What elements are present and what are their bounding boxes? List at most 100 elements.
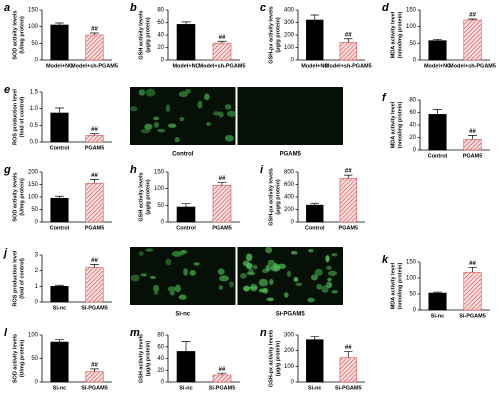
y-tick-label: 100 xyxy=(406,276,417,282)
error-bar xyxy=(217,40,227,44)
bar xyxy=(428,292,447,311)
x-tick-label: Si-PGAM5 xyxy=(81,305,108,311)
bar xyxy=(428,40,447,61)
x-tick-label: Model+NC xyxy=(172,63,199,69)
panel-letter: a xyxy=(4,2,10,14)
y-tick-label: 1.0 xyxy=(30,106,39,112)
y-axis-label: GSH activity levels xyxy=(138,334,144,383)
y-axis-label: (μg/g protein) xyxy=(275,17,281,53)
bar xyxy=(176,206,196,223)
y-tick-label: 300 xyxy=(284,20,295,26)
x-tick-label: Si-nc xyxy=(431,313,444,319)
y-axis-label: (U/mg protein) xyxy=(19,340,25,378)
y-tick-label: 100 xyxy=(28,24,39,30)
error-bar xyxy=(55,284,64,287)
bar xyxy=(212,374,232,383)
y-axis-label: (μg/g protein) xyxy=(145,341,151,377)
error-bar xyxy=(181,203,191,207)
bar xyxy=(50,112,69,143)
y-tick-label: 150 xyxy=(406,8,417,14)
panel-letter: n xyxy=(260,327,267,339)
error-bar xyxy=(468,135,477,140)
bar xyxy=(463,271,482,311)
error-bar xyxy=(310,336,319,340)
error-bar xyxy=(90,264,99,268)
y-tick-label: 150 xyxy=(28,182,39,188)
error-bar xyxy=(90,368,99,372)
y-tick-label: 0 xyxy=(291,380,295,386)
annotation: ## xyxy=(91,27,98,33)
y-axis-label: (fold of control) xyxy=(19,97,25,138)
y-tick-label: 0 xyxy=(413,58,417,64)
bar-chart: i GSH-px activity levels (μg/g protein) 0 20… xyxy=(260,164,365,231)
panel-letter: l xyxy=(4,327,8,339)
bar xyxy=(50,286,69,303)
y-tick-label: 80 xyxy=(157,8,164,14)
y-tick-label: 1.5 xyxy=(30,90,39,96)
y-tick-label: 0 xyxy=(161,380,165,386)
y-tick-label: 100 xyxy=(284,45,295,51)
y-tick-label: 50 xyxy=(409,41,416,47)
y-axis-label: GSH-px activity levels xyxy=(268,168,274,225)
error-bar xyxy=(344,351,353,358)
y-tick-label: 0 xyxy=(291,220,295,226)
error-bar xyxy=(310,202,319,206)
micrograph-label: Si-PGAM5 xyxy=(276,312,306,318)
y-axis-label: (μg/g protein) xyxy=(275,341,281,377)
y-tick-label: 200 xyxy=(284,33,295,39)
bar xyxy=(339,357,357,383)
error-bar xyxy=(344,174,353,179)
x-tick-label: Si-PGAM5 xyxy=(459,313,486,319)
y-tick-label: 100 xyxy=(154,186,165,192)
panel-letter: e xyxy=(4,84,10,96)
y-axis-label: MDA activity level xyxy=(390,101,396,148)
error-bar xyxy=(181,21,191,25)
panel-letter: h xyxy=(130,164,137,176)
y-axis-label: SOD activity levels xyxy=(12,10,18,59)
x-tick-label: Model+sh-PGAM5 xyxy=(71,63,118,69)
bar xyxy=(50,341,69,383)
bar xyxy=(306,204,324,223)
x-tick-label: Si-nc xyxy=(308,385,321,391)
bar xyxy=(85,371,104,383)
panel-letter: i xyxy=(260,164,264,176)
bar xyxy=(306,19,324,61)
bar xyxy=(176,24,196,61)
y-axis-label: (μg/g protein) xyxy=(145,17,151,53)
bar xyxy=(339,177,357,223)
annotation: ## xyxy=(469,13,476,19)
x-tick-label: Si-PGAM5 xyxy=(335,385,362,391)
x-tick-label: Control xyxy=(176,225,196,231)
x-tick-label: Model+NC xyxy=(424,63,451,69)
y-tick-label: 0 xyxy=(161,58,165,64)
bar xyxy=(463,19,482,61)
y-tick-label: 150 xyxy=(28,8,39,14)
error-bar xyxy=(310,14,319,20)
y-tick-label: 50 xyxy=(31,207,38,213)
y-axis-label: (nmol/mg protein) xyxy=(397,11,403,58)
y-tick-label: 0 xyxy=(413,148,417,154)
y-tick-label: 0 xyxy=(35,220,39,226)
x-tick-label: Control xyxy=(428,153,448,159)
annotation: ## xyxy=(469,129,476,135)
y-tick-label: 40 xyxy=(157,356,164,362)
y-tick-label: 0 xyxy=(161,220,165,226)
micrograph-label: PGAM5 xyxy=(280,152,302,158)
error-bar xyxy=(468,267,477,273)
error-bar xyxy=(217,182,227,186)
y-tick-label: 0 xyxy=(413,308,417,314)
error-bar xyxy=(217,372,227,375)
cells xyxy=(240,246,338,303)
error-bar xyxy=(55,339,64,343)
x-tick-label: Control xyxy=(305,225,325,231)
annotation: ## xyxy=(345,32,352,38)
x-tick-label: Si-PGAM5 xyxy=(81,385,108,391)
x-tick-label: Control xyxy=(50,145,70,151)
panel-letter: b xyxy=(130,2,137,14)
error-bar xyxy=(468,18,477,20)
panel-letter: j xyxy=(2,247,8,259)
micrograph xyxy=(237,87,343,145)
y-tick-label: 0 xyxy=(35,380,39,386)
